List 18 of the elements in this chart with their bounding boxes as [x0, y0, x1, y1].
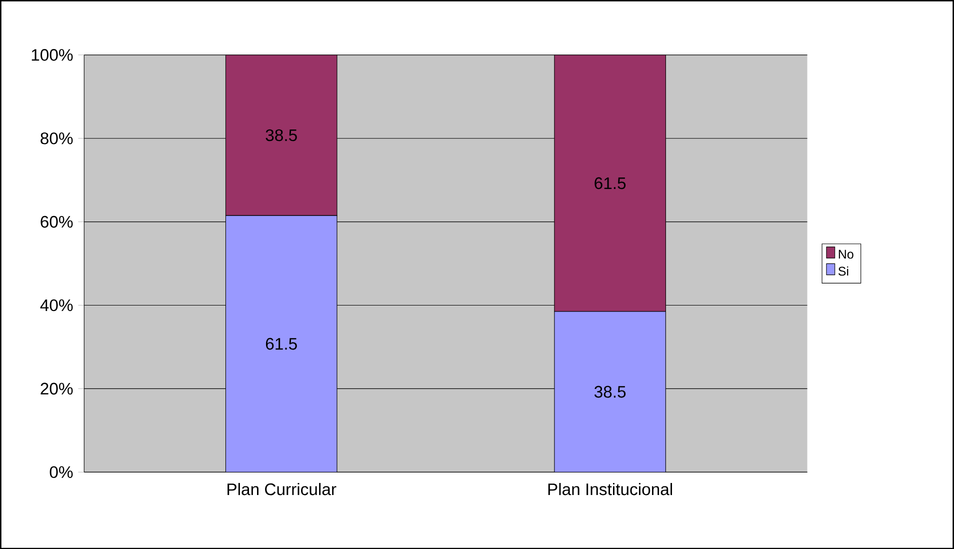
legend-label: No — [838, 250, 854, 259]
legend-label: Si — [838, 266, 848, 276]
bar — [225, 54, 338, 216]
data-label: 38.5 — [266, 129, 297, 141]
y-tick-label: 40% — [40, 299, 73, 311]
y-tick-label: 0% — [50, 466, 73, 478]
bar — [554, 311, 666, 472]
y-tick-label: 60% — [40, 216, 73, 228]
data-label: 61.5 — [266, 338, 297, 350]
data-label: 61.5 — [594, 177, 626, 189]
x-tick-label: Plan Institucional — [548, 482, 672, 496]
y-tick-label: 80% — [40, 132, 73, 144]
data-label: 38.5 — [594, 386, 626, 398]
x-tick-label: Plan Curricular — [228, 482, 336, 496]
bar — [554, 54, 666, 312]
bar — [225, 215, 338, 472]
y-tick-label: 20% — [40, 382, 73, 394]
y-tick-label: 100% — [32, 48, 73, 61]
